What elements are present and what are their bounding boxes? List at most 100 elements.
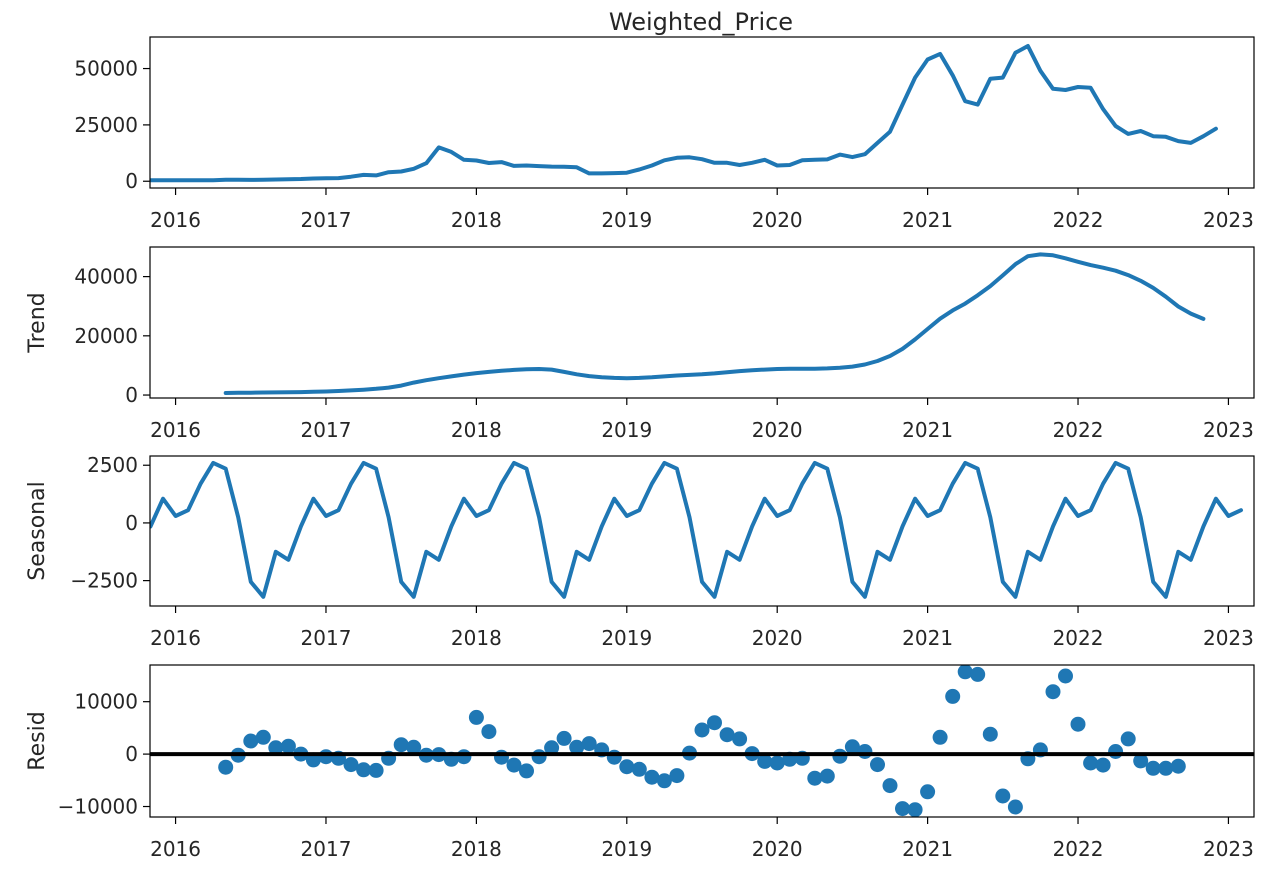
resid-point	[456, 749, 472, 765]
resid-point	[694, 722, 710, 738]
y-tick-label: 10000	[74, 690, 138, 714]
resid-point	[920, 784, 936, 800]
resid-point	[1058, 668, 1073, 684]
figure-title: Weighted_Price	[609, 8, 793, 36]
x-tick-label: 2019	[601, 837, 652, 861]
resid-point	[368, 762, 384, 778]
resid-point	[506, 757, 522, 773]
x-tick-label: 2020	[752, 626, 803, 650]
resid-point	[1083, 755, 1099, 771]
x-tick-label: 2021	[902, 626, 953, 650]
seasonal-panel: −2500 0 2500 2016 2017 2018 2019 2020 2021 2022 20…	[25, 453, 1255, 650]
resid-point	[656, 773, 672, 789]
resid-point	[882, 778, 898, 794]
x-tick-label: 2020	[752, 208, 803, 232]
x-tick-label: 2023	[1203, 418, 1254, 442]
resid-point	[1007, 799, 1023, 815]
x-tick-label: 2018	[451, 626, 502, 650]
x-tick-label: 2021	[902, 418, 953, 442]
trend-panel: 0 20000 40000 2016 2017 2018 2019 2020 2021 2022 2…	[25, 246, 1255, 442]
x-tick-label: 2016	[150, 837, 201, 861]
resid-point	[1108, 744, 1124, 759]
x-tick-label: 2022	[1053, 418, 1104, 442]
resid-point	[356, 762, 372, 778]
resid-point	[280, 738, 296, 754]
observed-axes-frame	[149, 36, 1255, 189]
trend-series	[223, 252, 1206, 395]
resid-point	[631, 761, 647, 777]
resid-point	[995, 788, 1011, 804]
observed-line	[150, 44, 1218, 183]
y-tick-label: 0	[125, 511, 138, 535]
y-tick-label: −2500	[70, 569, 138, 593]
resid-point	[218, 759, 234, 775]
resid-point	[957, 665, 973, 680]
x-tick-label: 2017	[301, 418, 352, 442]
y-tick-label: 0	[125, 742, 138, 766]
x-tick-label: 2019	[601, 208, 652, 232]
resid-point	[468, 709, 484, 725]
resid-point	[1045, 684, 1061, 700]
resid-point	[544, 740, 560, 756]
x-tick-label: 2017	[301, 208, 352, 232]
y-tick-label: 25000	[74, 113, 138, 137]
resid-point	[769, 755, 785, 771]
x-tick-label: 2022	[1053, 626, 1104, 650]
resid-point	[305, 752, 321, 768]
resid-point	[844, 739, 860, 755]
x-tick-label: 2016	[150, 626, 201, 650]
trend-line	[223, 252, 1206, 395]
resid-point	[1070, 716, 1086, 732]
x-tick-label: 2019	[601, 626, 652, 650]
resid-point	[719, 727, 735, 743]
x-tick-label: 2021	[902, 837, 953, 861]
resid-point	[519, 763, 534, 779]
resid-point	[255, 729, 271, 745]
resid-point	[819, 768, 835, 784]
x-tick-label: 2023	[1203, 837, 1254, 861]
resid-point	[1120, 731, 1136, 747]
resid-point	[1133, 753, 1149, 769]
resid-point	[481, 724, 497, 740]
x-tick-label: 2017	[301, 626, 352, 650]
y-tick-label: 20000	[74, 324, 138, 348]
resid-point	[982, 726, 998, 742]
resid-point	[907, 802, 923, 817]
resid-axes-frame	[149, 664, 1255, 818]
x-tick-label: 2022	[1053, 208, 1104, 232]
resid-point	[581, 736, 597, 752]
x-tick-label: 2017	[301, 837, 352, 861]
resid-point	[669, 768, 685, 784]
trend-ylabel: Trend	[25, 292, 50, 353]
trend-axes-frame	[149, 246, 1255, 399]
resid-point	[556, 730, 572, 746]
resid-point	[494, 749, 509, 765]
observed-panel: 0 25000 50000 2016 2017 2018 2019 2020 2021 2022 2…	[74, 36, 1255, 232]
resid-point	[757, 753, 773, 769]
seasonal-ylabel: Seasonal	[25, 481, 50, 580]
observed-series	[150, 44, 1218, 183]
y-tick-label: 40000	[74, 265, 138, 289]
resid-point	[619, 759, 635, 775]
x-tick-label: 2020	[752, 837, 803, 861]
resid-point	[932, 729, 948, 745]
resid-point	[569, 739, 585, 755]
x-tick-label: 2021	[902, 208, 953, 232]
resid-point	[895, 801, 910, 817]
resid-point	[606, 749, 622, 765]
resid-ylabel: Resid	[25, 711, 50, 770]
seasonal-series	[150, 460, 1243, 599]
x-tick-label: 2019	[601, 418, 652, 442]
resid-point	[406, 739, 422, 755]
resid-point	[732, 731, 748, 747]
y-tick-label: 0	[125, 169, 138, 193]
resid-point	[1170, 758, 1186, 774]
seasonal-line	[150, 460, 1243, 599]
resid-point	[870, 757, 885, 773]
x-tick-label: 2018	[451, 418, 502, 442]
resid-point	[1145, 760, 1161, 776]
x-tick-label: 2016	[150, 208, 201, 232]
resid-series	[218, 665, 1186, 817]
resid-point	[343, 757, 359, 773]
resid-point	[393, 737, 409, 753]
